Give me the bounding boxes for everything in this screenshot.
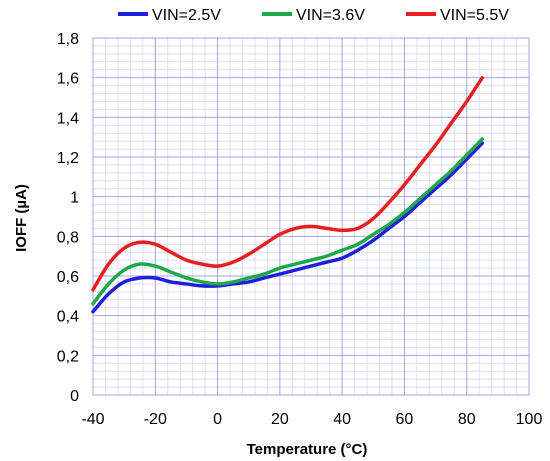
y-tick-label: 0,8 — [57, 229, 79, 246]
y-tick-label: 1,6 — [57, 71, 79, 88]
y-axis-title: IOFF (µA) — [13, 184, 30, 252]
x-tick-label: -20 — [144, 411, 167, 428]
legend-label-2: VIN=3.6V — [296, 7, 365, 24]
y-tick-label: 0,2 — [57, 348, 79, 365]
x-tick-label: 40 — [333, 411, 351, 428]
series-layer — [91, 75, 485, 314]
series-line-3 — [91, 75, 485, 292]
y-tick-label: 0,6 — [57, 269, 79, 286]
y-tick-label: 1,4 — [57, 110, 79, 127]
y-tick-label: 1,8 — [57, 31, 79, 48]
series-line-1 — [91, 141, 485, 314]
y-tick-label: 0 — [70, 388, 79, 405]
x-tick-label: 60 — [396, 411, 414, 428]
x-tick-label: 80 — [458, 411, 476, 428]
plot-frame — [92, 37, 530, 396]
x-tick-label: 0 — [213, 411, 222, 428]
y-tick-label: 0,4 — [57, 309, 79, 326]
x-axis-ticks: -40 -20 0 20 40 60 80 100 — [81, 411, 542, 428]
legend: VIN=2.5V VIN=3.6V VIN=5.5V — [118, 7, 509, 24]
x-tick-label: 100 — [516, 411, 543, 428]
plot-area — [92, 37, 530, 396]
x-tick-label: -40 — [81, 411, 104, 428]
x-tick-label: 20 — [271, 411, 289, 428]
y-axis-ticks: 0 0,2 0,4 0,6 0,8 1 1,2 1,4 1,6 1,8 — [57, 31, 79, 405]
legend-label-3: VIN=5.5V — [440, 7, 509, 24]
y-tick-label: 1,2 — [57, 150, 79, 167]
series-line-2 — [91, 137, 485, 306]
x-axis-title: Temperature (°C) — [247, 441, 368, 458]
legend-label-1: VIN=2.5V — [152, 7, 221, 24]
y-tick-label: 1 — [70, 190, 79, 207]
minor-grid — [93, 38, 529, 395]
